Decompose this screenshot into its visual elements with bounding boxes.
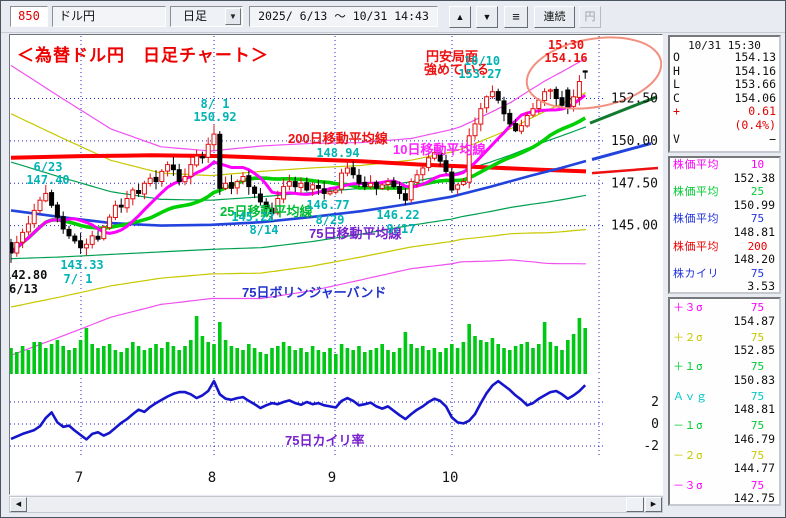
indicator-row: 株カイリ 75 3.53 (673, 266, 775, 294)
period-dropdown[interactable]: 日足 ▼ (170, 6, 243, 27)
chart-annotation: 150.92 (193, 110, 236, 124)
quote-row: +0.61 (673, 104, 776, 119)
chart-annotation: 10/10 (464, 54, 500, 68)
chart-annotation: 9/17 (387, 222, 416, 236)
chart-title: ＜為替ドル円 日足チャート＞ (17, 45, 269, 65)
month-axis-label: 8 (208, 470, 216, 486)
line-label: 75日移動平均線 (309, 226, 402, 241)
period-dropdown-value: 日足 (183, 9, 208, 23)
month-axis-label: 10 (442, 470, 459, 486)
indicator-row: －２σ 75 144.77 (673, 448, 775, 476)
chart-annotation: 143.33 (60, 258, 103, 272)
highlight-ellipse (525, 36, 662, 110)
ma75-projection (591, 141, 652, 161)
chart-annotation: 8/29 (316, 213, 345, 227)
price-chart: 152.50 150.00 147.50 145.00 2 0 -2 7 8 9 10 ＜為替ドル円 … (10, 36, 662, 486)
menu-icon[interactable]: ≡ (504, 6, 528, 28)
indicator-row: 株価平均 10 152.38 (673, 158, 775, 185)
scrollbar-thumb[interactable] (626, 497, 644, 512)
indicator-row: ＋２σ 75 152.85 (673, 330, 775, 358)
price-axis-label: 145.00 (611, 219, 658, 234)
chart-annotation: 142.80 (10, 268, 47, 282)
price-axis-label: 150.00 (611, 134, 658, 149)
indicator-row: 株価平均 25 150.99 (673, 185, 775, 212)
line-label: 200日移動平均線 (288, 131, 389, 146)
month-axis-label: 9 (328, 470, 336, 486)
indicator-row: ＋１σ 75 150.83 (673, 360, 775, 387)
toolbar: 850 ドル円 日足 ▼ 2025/ 6/13 ～ 10/31 14:43 ▲ … (1, 1, 785, 33)
ma25-projection (589, 95, 658, 125)
quote-row: C 154.06 (673, 90, 776, 105)
scroll-up-button[interactable]: ▲ (449, 6, 471, 28)
chart-annotation: 148.94 (316, 146, 359, 160)
quote-row: (0.4%) (734, 117, 776, 132)
line-label: 75日カイリ率 (285, 433, 364, 448)
moving-average-box: 株価平均 10 152.38 株価平均 25 150.99 株価平均 75 148.81 株価平均… (668, 156, 781, 294)
chart-annotation: 6/23 (34, 160, 63, 174)
chart-annotation: 円安局面 (426, 49, 478, 64)
bollinger-box: ＋３σ 75 154.87 ＋２σ 75 152.85 ＋１σ 75 150.83 Ａｖｇ 75 14… (668, 297, 781, 506)
chart-annotation: 15:30 (548, 38, 584, 52)
chart-annotation: 8/14 (250, 223, 279, 237)
yen-button-disabled: 円 (579, 6, 601, 28)
price-axis-label: 152.50 (611, 92, 658, 107)
indicator-row: －１σ 75 146.79 (673, 419, 775, 446)
symbol-name-field[interactable]: ドル円 (52, 6, 166, 27)
symbol-code-input[interactable]: 850 (10, 6, 48, 27)
price-axis-label: 147.50 (611, 176, 658, 191)
scroll-down-button[interactable]: ▼ (476, 6, 498, 28)
horizontal-scrollbar[interactable]: ◀ ▶ (9, 496, 663, 513)
indicator-row: ＋３σ 75 154.87 (673, 301, 775, 328)
indicator-row: 株価平均 200 148.20 (673, 239, 775, 267)
quote-box: 10/31 15:30 O 154.13 H 154.16 L 153.66 C 154.06… (668, 35, 781, 153)
chart-annotation: 7/ 1 (64, 272, 93, 286)
quote-row: H 154.16 (673, 63, 776, 78)
chart-annotation: 145.22 (231, 210, 274, 224)
line-label: 75日ボリンジャーバンド (242, 285, 386, 300)
date-range-field[interactable]: 2025/ 6/13 ～ 10/31 14:43 (249, 6, 438, 27)
scroll-left-button[interactable]: ◀ (10, 497, 27, 512)
line-label: 10日移動平均線 (393, 142, 486, 157)
chart-annotation: 154.16 (544, 51, 587, 65)
indicator-row: Ａｖｇ 75 148.81 (673, 389, 775, 417)
chart-annotation: 強めている (424, 62, 489, 77)
month-axis-label: 7 (75, 470, 83, 486)
kairi-axis-label: 2 (651, 395, 659, 410)
chart-annotation: 6/13 (10, 282, 38, 296)
continuous-button[interactable]: 連続 (534, 6, 575, 28)
quote-row: L 153.66 (673, 77, 776, 92)
ma200-projection (591, 166, 659, 175)
scroll-right-button[interactable]: ▶ (645, 497, 662, 512)
quote-row: V − (673, 131, 776, 146)
chart-panel[interactable]: 152.50 150.00 147.50 145.00 2 0 -2 7 8 9 10 ＜為替ドル円 … (9, 34, 663, 495)
indicator-row: 株価平均 75 148.81 (673, 212, 775, 239)
kairi-axis-label: -2 (643, 439, 659, 454)
line-label: 25日移動平均線 (220, 204, 313, 219)
chevron-down-icon[interactable]: ▼ (225, 8, 241, 25)
kairi-axis-label: 0 (651, 417, 659, 432)
chart-annotation: 146.22 (376, 208, 419, 222)
quote-row: O 154.13 (673, 50, 776, 64)
chart-annotation: 147.40 (26, 173, 69, 187)
chart-annotation: 146.77 (306, 198, 349, 212)
indicator-row: －３σ 75 142.75 (673, 478, 775, 506)
chart-annotation: 153.27 (458, 67, 501, 81)
quote-datetime: 10/31 15:30 (688, 39, 761, 52)
left-splitter[interactable] (1, 34, 9, 512)
chart-annotation: 8/ 1 (201, 97, 230, 111)
